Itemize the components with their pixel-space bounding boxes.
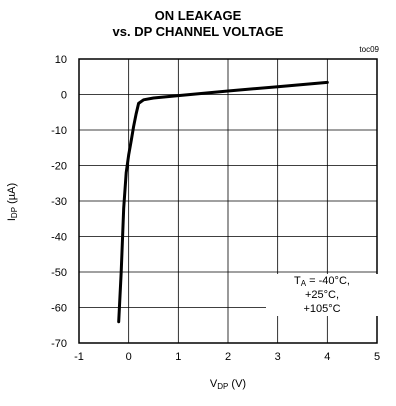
temperature-annotation: TA = -40°C, +25°C, +105°C [266,274,378,316]
annotation-line3: +105°C [303,303,341,315]
y-tick-label: -50 [51,267,67,279]
x-tick-label: 5 [374,351,380,363]
y-tick-label: 10 [55,54,67,66]
plot-frame [78,58,378,344]
annotation-line2: +25°C, [304,289,340,301]
chart-title-line1: ON LEAKAGE [154,8,242,23]
x-tick-label: 1 [175,351,181,363]
x-axis-label: VDP (V) [209,378,247,391]
x-tick-label: 2 [225,351,231,363]
y-tick-label: -40 [51,232,67,244]
annotation-line1: TA = -40°C, [294,275,350,288]
y-axis-label: IDP (µA) [6,182,19,222]
y-tick-label: -70 [51,338,67,350]
x-tick-label: -1 [74,351,84,363]
y-tick-label: -10 [51,125,67,137]
leakage-curve [117,80,329,324]
y-tick-label: 0 [61,90,67,102]
y-tick-label: -30 [51,196,67,208]
x-tick-label: 0 [126,351,132,363]
y-tick-label: -60 [51,303,67,315]
x-tick-label: 3 [275,351,281,363]
x-tick-label: 4 [324,351,330,363]
y-tick-label: -20 [51,161,67,173]
chart-title-line2: vs. DP CHANNEL VOLTAGE [112,24,284,39]
figure-tag: toc09 [359,45,379,54]
